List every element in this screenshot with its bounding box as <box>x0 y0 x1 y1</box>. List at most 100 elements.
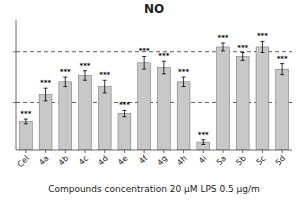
x-tick-label: 4f <box>137 154 149 166</box>
bar <box>177 82 190 150</box>
x-tick-label: 4d <box>96 154 110 168</box>
error-stem <box>282 64 283 75</box>
error-bar <box>83 71 87 81</box>
error-stem <box>183 77 184 87</box>
x-tick <box>163 150 164 153</box>
error-cap <box>221 50 225 51</box>
x-tick-label: 4b <box>57 154 71 168</box>
y-axis <box>16 20 17 150</box>
bar <box>276 69 289 150</box>
x-tick <box>124 150 125 153</box>
x-tick <box>45 150 46 153</box>
y-tick <box>13 102 16 103</box>
reference-line <box>16 102 292 103</box>
chart: NO**************************************… <box>0 0 300 200</box>
bar <box>256 47 269 150</box>
x-tick <box>104 150 105 153</box>
bar <box>236 56 249 150</box>
y-tick <box>13 51 16 52</box>
annotation: *** <box>218 34 229 42</box>
error-cap <box>44 100 48 101</box>
x-tick-label: 4e <box>116 154 129 167</box>
bar <box>118 114 131 150</box>
error-cap <box>142 69 146 70</box>
error-cap <box>63 86 67 87</box>
error-cap <box>162 61 166 62</box>
plot-area <box>19 41 288 150</box>
error-bar <box>24 119 28 124</box>
x-axis <box>16 150 292 151</box>
annotation: *** <box>198 131 209 139</box>
annotation: *** <box>139 47 150 55</box>
error-bar <box>241 53 245 61</box>
error-bar <box>162 61 166 74</box>
bar <box>59 82 72 150</box>
error-cap <box>103 92 107 93</box>
x-tick <box>25 150 26 153</box>
x-tick <box>183 150 184 153</box>
error-stem <box>25 119 26 124</box>
x-tick-label: 4i <box>197 154 209 166</box>
title: NO <box>144 2 164 16</box>
annotation: *** <box>257 32 268 40</box>
annotation: *** <box>237 44 248 52</box>
x-tick <box>223 150 224 153</box>
bar <box>157 68 170 150</box>
error-stem <box>203 140 204 145</box>
error-bar <box>260 41 264 52</box>
annotation: *** <box>40 79 51 87</box>
error-cap <box>24 119 28 120</box>
x-tick-label: 5b <box>234 154 248 168</box>
reference-line <box>16 51 292 52</box>
error-cap <box>44 88 48 89</box>
x-tick <box>282 150 283 153</box>
error-cap <box>122 110 126 111</box>
error-bar <box>103 80 107 93</box>
error-bar <box>182 77 186 87</box>
error-cap <box>201 144 205 145</box>
bar <box>217 47 230 150</box>
error-cap <box>83 80 87 81</box>
x-tick-label: 4h <box>175 154 189 168</box>
error-cap <box>182 86 186 87</box>
error-cap <box>221 42 225 43</box>
error-cap <box>122 116 126 117</box>
annotation: *** <box>119 101 130 109</box>
x-tick-label: 5d <box>274 154 288 168</box>
annotation: *** <box>158 52 169 60</box>
error-stem <box>45 88 46 101</box>
error-bar <box>122 110 126 116</box>
x-axis-label: Compounds concentration 20 μM LPS 0.5 μg… <box>48 184 260 194</box>
error-cap <box>83 70 87 71</box>
error-stem <box>85 71 86 81</box>
error-cap <box>182 77 186 78</box>
error-bar <box>201 140 205 145</box>
error-cap <box>241 52 245 53</box>
error-cap <box>201 139 205 140</box>
error-stem <box>242 53 243 61</box>
annotation: *** <box>178 68 189 76</box>
x-tick <box>203 150 204 153</box>
x-tick-label: 5a <box>215 154 228 167</box>
x-tick <box>65 150 66 153</box>
error-stem <box>65 77 66 87</box>
bar <box>39 95 52 150</box>
bar <box>138 63 151 150</box>
x-tick-label: Cel <box>16 154 31 169</box>
annotation: *** <box>99 71 110 79</box>
error-cap <box>280 63 284 64</box>
annotation: *** <box>277 55 288 63</box>
error-cap <box>24 123 28 124</box>
error-cap <box>162 73 166 74</box>
error-cap <box>241 60 245 61</box>
error-cap <box>142 56 146 57</box>
error-stem <box>144 56 145 69</box>
error-stem <box>262 41 263 52</box>
x-tick-label: 4g <box>155 154 169 168</box>
error-stem <box>163 61 164 74</box>
error-cap <box>260 52 264 53</box>
x-tick-label: 4a <box>37 154 50 167</box>
error-bar <box>280 64 284 75</box>
x-tick <box>242 150 243 153</box>
error-bar <box>142 56 146 69</box>
